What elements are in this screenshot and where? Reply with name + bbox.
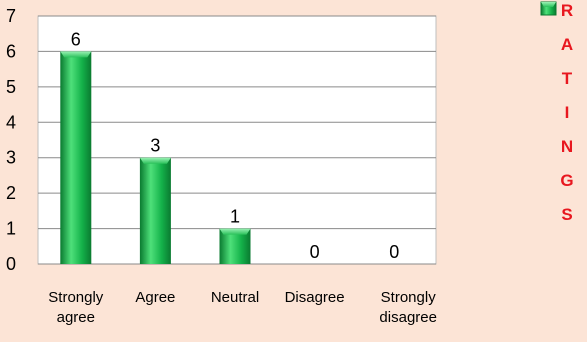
y-tick-label: 6 — [6, 41, 16, 61]
bars — [60, 51, 251, 264]
legend-swatch-cap — [541, 2, 556, 7]
x-category-label: Disagree — [285, 289, 345, 306]
x-category-label: Strongly — [381, 289, 437, 306]
data-labels: 6 3 1 0 0 — [71, 29, 399, 262]
plot-area — [37, 15, 437, 265]
legend-letter: S — [561, 205, 572, 224]
bar-cap — [60, 51, 92, 58]
legend-letter: I — [565, 103, 570, 122]
legend-letter: T — [562, 69, 573, 88]
legend-letter: G — [560, 171, 573, 190]
x-category-label: disagree — [379, 309, 437, 326]
y-tick-label: 4 — [6, 112, 16, 132]
category-labels: Strongly agree Agree Neutral Disagree Strongl… — [48, 289, 437, 326]
x-category-label: Agree — [135, 289, 175, 306]
bar — [139, 157, 171, 264]
y-tick-label: 2 — [6, 183, 16, 203]
y-tick-label: 7 — [6, 6, 16, 26]
data-label: 0 — [310, 242, 320, 262]
y-tick-label: 5 — [6, 77, 16, 97]
data-label: 1 — [230, 207, 240, 227]
y-tick-label: 1 — [6, 219, 16, 239]
x-category-label: Strongly — [48, 289, 104, 306]
legend-letter: N — [561, 137, 573, 156]
data-label: 0 — [389, 242, 399, 262]
y-tick-label: 3 — [6, 148, 16, 168]
y-tick-label: 0 — [6, 254, 16, 274]
bar-cap — [139, 157, 171, 164]
bar-cap — [219, 228, 251, 235]
data-label: 6 — [71, 29, 81, 49]
legend-letter: A — [561, 35, 573, 54]
data-label: 3 — [150, 136, 160, 156]
x-category-label: Neutral — [211, 289, 259, 306]
gridlines — [38, 15, 436, 265]
x-category-label: agree — [57, 309, 95, 326]
legend-letter: R — [561, 1, 573, 20]
y-axis-ticks: 0 1 2 3 4 5 6 7 — [6, 6, 16, 274]
bar — [60, 51, 92, 264]
